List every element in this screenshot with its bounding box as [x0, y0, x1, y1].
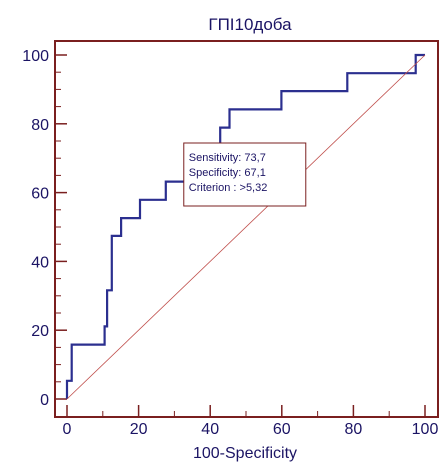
x-tick-label: 60 — [273, 421, 291, 438]
y-tick-label: 60 — [31, 186, 49, 203]
y-tick-label: 20 — [31, 323, 49, 340]
y-tick-label: 80 — [31, 117, 49, 134]
chart-title: ГПІ10доба — [208, 15, 292, 34]
x-tick-label: 0 — [63, 421, 72, 438]
criterion-annotation-line: Specificity: 67,1 — [189, 167, 266, 179]
criterion-annotation-line: Sensitivity: 73,7 — [189, 152, 266, 164]
x-axis-label: 100-Specificity — [193, 445, 297, 462]
x-tick-label: 80 — [345, 421, 363, 438]
y-tick-label: 40 — [31, 254, 49, 271]
y-tick-label: 0 — [40, 392, 49, 409]
reference-diagonal-line — [66, 54, 426, 400]
roc-curve-line — [65, 53, 425, 399]
x-tick-label: 40 — [201, 421, 219, 438]
x-tick-label: 20 — [130, 421, 148, 438]
criterion-annotation-box — [183, 142, 307, 207]
x-tick-label: 100 — [412, 421, 439, 438]
criterion-annotation-line: Criterion : >5,32 — [189, 182, 268, 194]
y-tick-label: 100 — [22, 48, 49, 65]
